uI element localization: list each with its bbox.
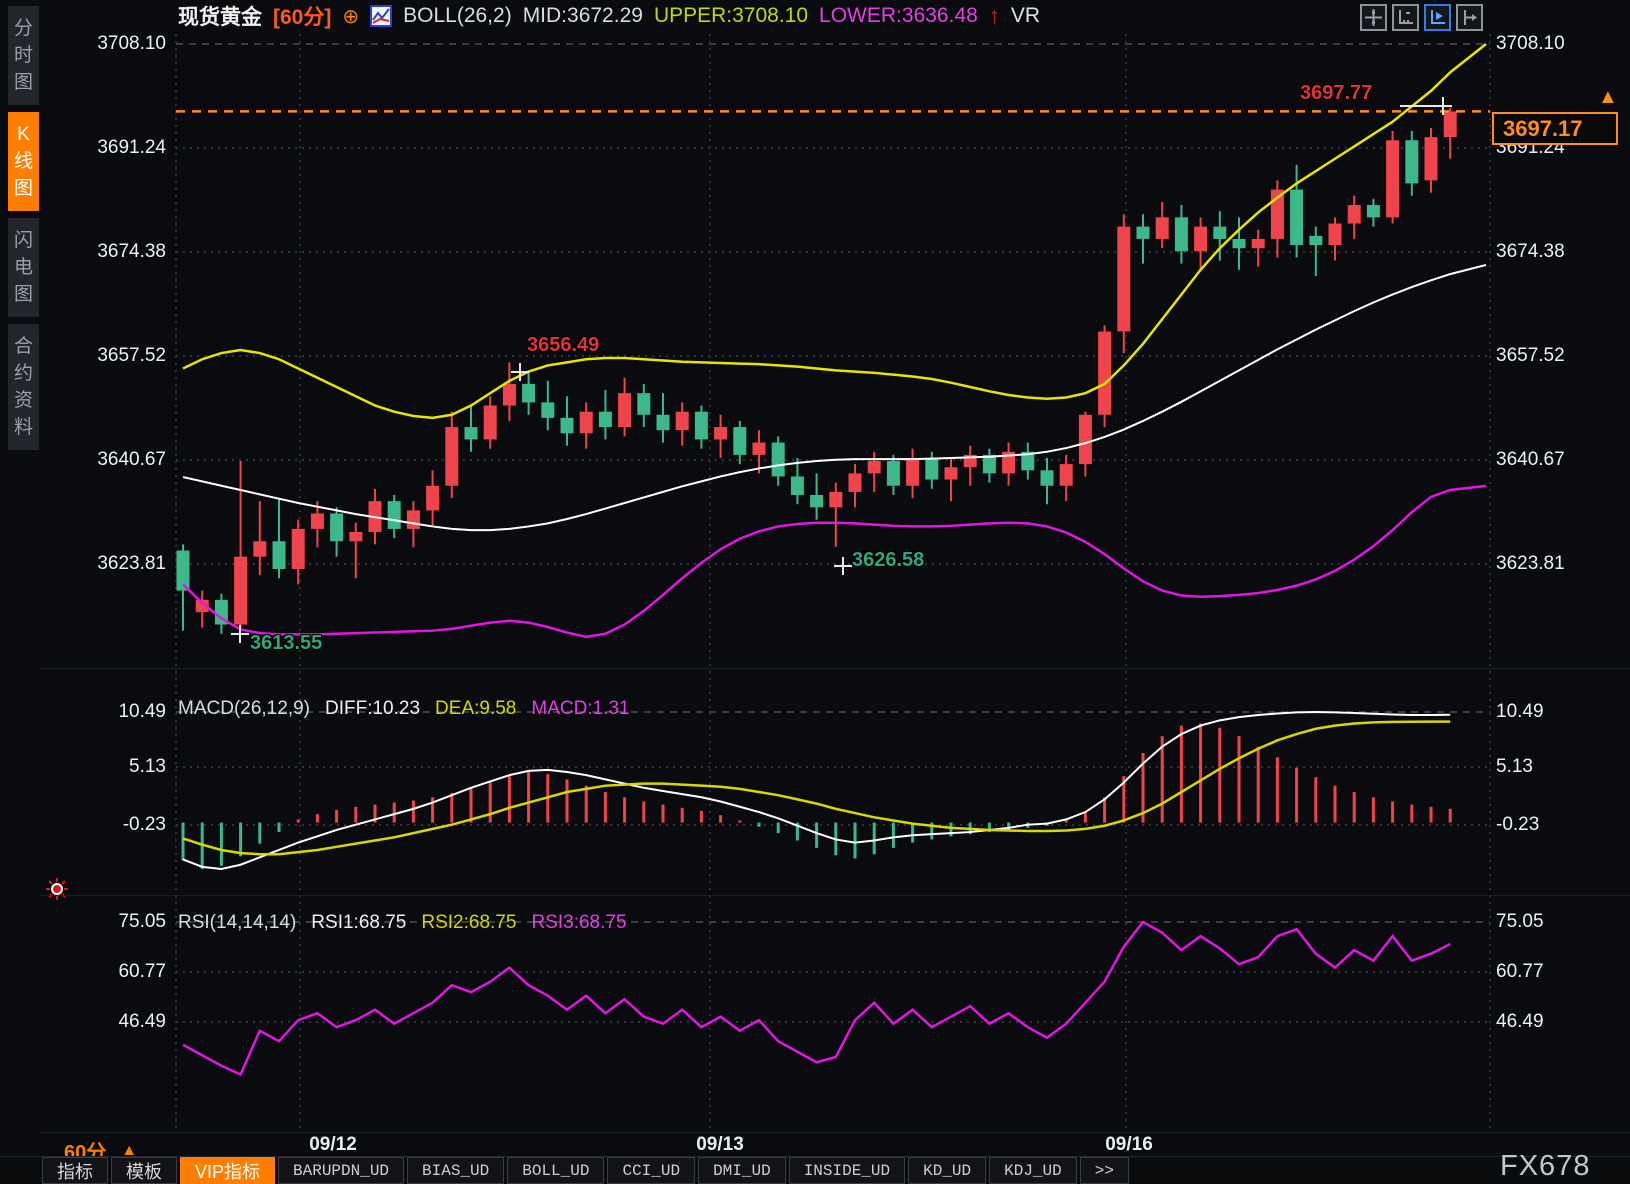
current-price-value: 3697.17 [1503,116,1583,142]
price-axis-label-left: 3708.10 [97,33,166,54]
current-price-tag: 3697.17 [1492,112,1618,146]
macd-axis-label-right: 5.13 [1496,756,1533,777]
price-axis-label-right: 3674.38 [1496,241,1565,262]
rsi-axis-label-left: 75.05 [118,911,166,932]
price-axis-label-left: 3691.24 [97,137,166,158]
rsi-axis-label-right: 46.49 [1496,1011,1544,1032]
chart-header: 现货黄金 [60分] ⊕ BOLL(26,2) MID:3672.29 UPPE… [178,0,1040,32]
vr-label: VR [1010,4,1040,27]
panel-separator [40,1132,1630,1133]
tab-kd-ud[interactable]: KD_UD [908,1157,987,1184]
panel-separator [40,668,1630,669]
macd-axis-label-left: 5.13 [129,756,166,777]
watermark: FX678 [1500,1150,1591,1182]
period-up-triangle-icon: ▲ [121,1141,138,1159]
indicator-tab-bar: 指标 模板 VIP指标 BARUPDN_UD BIAS_UD BOLL_UD CCI_UD D… [0,1156,1630,1184]
tab-bias-ud[interactable]: BIAS_UD [407,1157,505,1184]
period-label[interactable]: [60分] [273,6,332,29]
symbol-name: 现货黄金 [178,6,262,29]
tab-inside-ud[interactable]: INSIDE_UD [788,1157,906,1184]
price-up-marker-icon: ▲ [1598,86,1618,109]
axis-scale-icon[interactable] [1392,4,1419,31]
sidebar-item-flash-chart[interactable]: 闪电图 [8,218,39,317]
up-arrow-icon: ↑ [988,3,1000,28]
rsi1-value: RSI1:68.75 [311,912,407,933]
tab-cci-ud[interactable]: CCI_UD [607,1157,696,1184]
rsi-title: RSI(14,14,14) [178,912,297,933]
price-annotation: 3613.55 [250,632,323,654]
tab-vip-indicators[interactable]: VIP指标 [180,1157,276,1184]
macd-macd-value: MACD:1.31 [531,698,630,719]
price-annotation: 3697.77 [1300,82,1373,104]
chart-toolbar [1360,4,1483,31]
macd-axis-label-left: -0.23 [122,814,166,835]
boll-indicator-title: BOLL(26,2) [403,4,512,27]
macd-dea-value: DEA:9.58 [435,698,517,719]
price-axis-label-right: 3657.52 [1496,345,1565,366]
tab-indicators[interactable]: 指标 [42,1157,108,1184]
macd-axis-label-right: -0.23 [1496,814,1540,835]
rsi2-value: RSI2:68.75 [421,912,517,933]
price-axis-label-left: 3657.52 [97,345,166,366]
macd-title: MACD(26,12,9) [178,698,310,719]
price-axis-label-left: 3674.38 [97,241,166,262]
macd-series [181,723,1452,869]
macd-axis-label-left: 10.49 [118,701,166,722]
rsi-axis-label-right: 60.77 [1496,961,1544,982]
price-axis-label-left: 3640.67 [97,449,166,470]
boll-upper-value: UPPER:3708.10 [653,4,809,27]
tab-more[interactable]: >> [1079,1157,1129,1184]
macd-axis-label-right: 10.49 [1496,701,1544,722]
price-annotation: 3656.49 [527,334,600,356]
price-annotation: 3626.58 [852,549,925,571]
sidebar-item-time-chart[interactable]: 分时图 [8,6,39,105]
rsi-pane-header: RSI(14,14,14) RSI1:68.75 RSI2:68.75 RSI3… [178,912,627,934]
tab-boll-ud[interactable]: BOLL_UD [507,1157,605,1184]
candlestick-series [176,107,1457,634]
axis-play-icon[interactable] [1424,4,1451,31]
move-icon[interactable] [1360,4,1387,31]
date-label: 09/16 [1105,1134,1153,1155]
sidebar-item-contract-info[interactable]: 合约资料 [8,324,39,450]
boll-lower-value: LOWER:3636.48 [819,4,978,27]
date-label: 09/13 [696,1134,744,1155]
tab-dmi-ud[interactable]: DMI_UD [698,1157,786,1184]
macd-diff-value: DIFF:10.23 [325,698,421,719]
macd-pane-header: MACD(26,12,9) DIFF:10.23 DEA:9.58 MACD:1… [178,698,630,720]
rsi-axis-label-left: 46.49 [118,1011,166,1032]
boll-mid-value: MID:3672.29 [522,4,643,27]
price-axis-label-right: 3623.81 [1496,553,1565,574]
date-label: 09/12 [309,1134,357,1155]
tab-barupdn-ud[interactable]: BARUPDN_UD [278,1157,405,1184]
price-axis-label-right: 3708.10 [1496,33,1565,54]
panel-separator [40,895,1630,896]
chart-type-icon[interactable] [370,5,393,27]
tab-templates[interactable]: 模板 [111,1157,177,1184]
rsi3-value: RSI3:68.75 [531,912,627,933]
add-compare-icon[interactable]: ⊕ [342,5,360,28]
rsi-axis-label-left: 60.77 [118,961,166,982]
price-axis-label-left: 3623.81 [97,553,166,574]
price-axis-label-right: 3640.67 [1496,449,1565,470]
panel-shift-icon[interactable] [1456,4,1483,31]
rsi-axis-label-right: 75.05 [1496,911,1544,932]
tab-kdj-ud[interactable]: KDJ_UD [989,1157,1077,1184]
